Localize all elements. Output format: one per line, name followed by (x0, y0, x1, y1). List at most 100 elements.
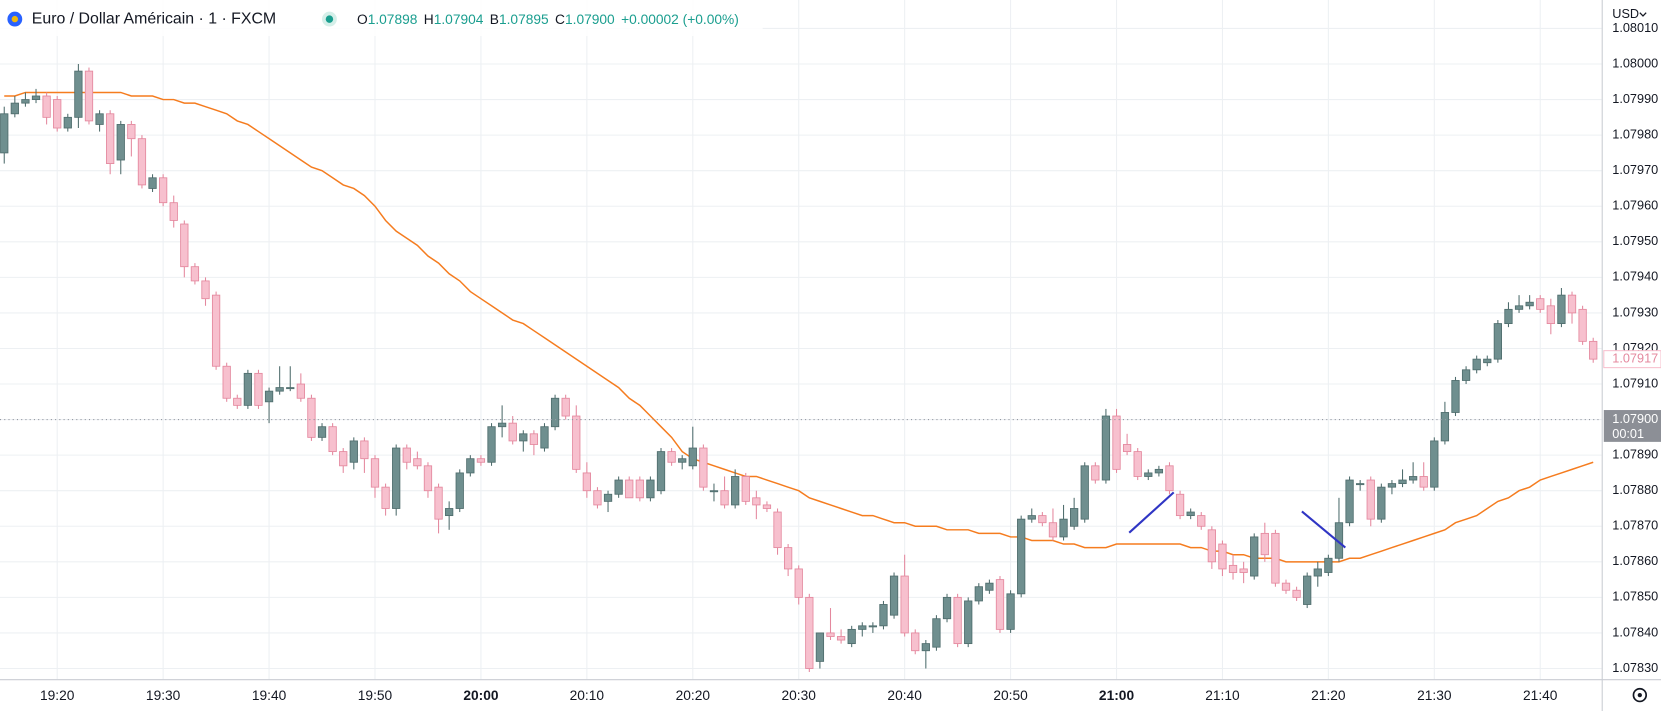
candle-body (211, 294, 221, 367)
candle-body (127, 124, 136, 140)
candle-body (593, 490, 602, 506)
settings-icon-center (1637, 692, 1642, 698)
candle-body (159, 177, 168, 204)
candle-body (21, 99, 30, 104)
candle-body (879, 604, 888, 627)
candle-body (1313, 568, 1322, 577)
candle-body (932, 618, 941, 648)
candle-body (317, 426, 327, 438)
candle-body (519, 433, 528, 442)
candle-body (1514, 305, 1524, 310)
candle-body (487, 426, 496, 463)
candle-body (180, 223, 189, 268)
candle-body (847, 628, 856, 645)
symbol-icon-detail (11, 15, 19, 23)
candle-body (1122, 444, 1132, 453)
candle-body (1578, 308, 1587, 342)
y-tick-label: 1.07990 (1612, 91, 1658, 106)
candle-body (1461, 369, 1471, 381)
y-tick-label: 1.07910 (1612, 375, 1658, 390)
candle-body (1430, 440, 1439, 488)
x-tick-label: 20:10 (570, 688, 605, 703)
candle-body (678, 458, 687, 463)
candle-body (413, 458, 422, 467)
candle-body (1483, 358, 1492, 364)
candle-body (964, 600, 973, 645)
candle-body (995, 579, 1005, 630)
candle-body (889, 575, 899, 616)
candle-body (423, 465, 433, 492)
y-tick-label: 1.08000 (1612, 55, 1658, 70)
candle-body (603, 493, 613, 502)
y-tick-label: 1.07950 (1612, 233, 1658, 248)
candle-body (582, 472, 591, 492)
candle-body (1165, 465, 1174, 492)
y-tick-label: 1.07840 (1612, 624, 1658, 639)
candle-body (222, 365, 231, 399)
candle-body (911, 632, 920, 652)
quote-change: +0.00002 (+0.00%) (621, 12, 739, 27)
candle-body (116, 124, 125, 161)
y-tick-label: 1.07930 (1612, 304, 1658, 319)
candle-body (466, 458, 475, 474)
candle-body (1186, 511, 1195, 517)
trend-line-drawing[interactable] (1301, 510, 1347, 549)
x-tick-label: 19:20 (40, 688, 75, 703)
candle-body (635, 479, 644, 499)
candle-body (1027, 515, 1036, 520)
candle-body (31, 95, 41, 100)
y-tick-label: 1.07980 (1612, 126, 1658, 141)
candle-body (1017, 518, 1026, 595)
candle-body (1536, 298, 1545, 310)
candle-body (1271, 532, 1280, 584)
candle-body (614, 479, 623, 495)
settings-button[interactable] (1632, 687, 1648, 703)
candle-body (1070, 508, 1079, 527)
quote-label: B (490, 12, 499, 27)
candle-body (741, 476, 750, 502)
quote-label: C (555, 12, 565, 27)
candle-body (275, 387, 284, 392)
quote-label: O (357, 12, 368, 27)
candle-body (10, 102, 19, 115)
candle-body (1345, 479, 1354, 524)
candle-body (625, 479, 634, 499)
candle-body (1546, 305, 1555, 325)
candle-body (1144, 472, 1153, 477)
legend-backdrop (0, 0, 763, 37)
candle-body (1101, 415, 1111, 481)
candle-body (1260, 532, 1269, 556)
candle-body (264, 390, 274, 403)
candle-body (243, 372, 253, 406)
symbol-title[interactable]: Euro / Dollar Américain · 1 · FXCM (32, 10, 276, 27)
candle-body (1387, 483, 1397, 488)
candle-body (688, 447, 697, 467)
candle-body (455, 472, 464, 509)
candle-body (1589, 340, 1598, 360)
candle-body (360, 440, 369, 460)
trend-line-drawing[interactable] (1128, 491, 1175, 534)
candle-body (1218, 543, 1227, 570)
last-price-box (1603, 350, 1661, 369)
y-tick-label: 1.07960 (1612, 198, 1658, 213)
candle-body (1366, 479, 1375, 520)
candle-body (1303, 575, 1312, 605)
candle-body (1006, 593, 1015, 630)
candle-body (1197, 515, 1206, 527)
grid (0, 0, 1602, 680)
quote-label: H (424, 12, 434, 27)
candle-body (1112, 415, 1121, 470)
candle-body (1080, 465, 1089, 520)
candle-body (381, 486, 390, 509)
x-tick-label: 19:50 (358, 688, 393, 703)
candle-body (1472, 358, 1481, 371)
candle-body (752, 497, 761, 506)
candle-body (985, 582, 994, 591)
currency-button[interactable]: USD (1612, 6, 1639, 21)
candle-body (1239, 568, 1248, 573)
candle-body (95, 113, 104, 125)
candle-body (561, 397, 570, 417)
candle-body (1207, 529, 1216, 563)
last-price-label: 1.07917 (1612, 350, 1658, 365)
